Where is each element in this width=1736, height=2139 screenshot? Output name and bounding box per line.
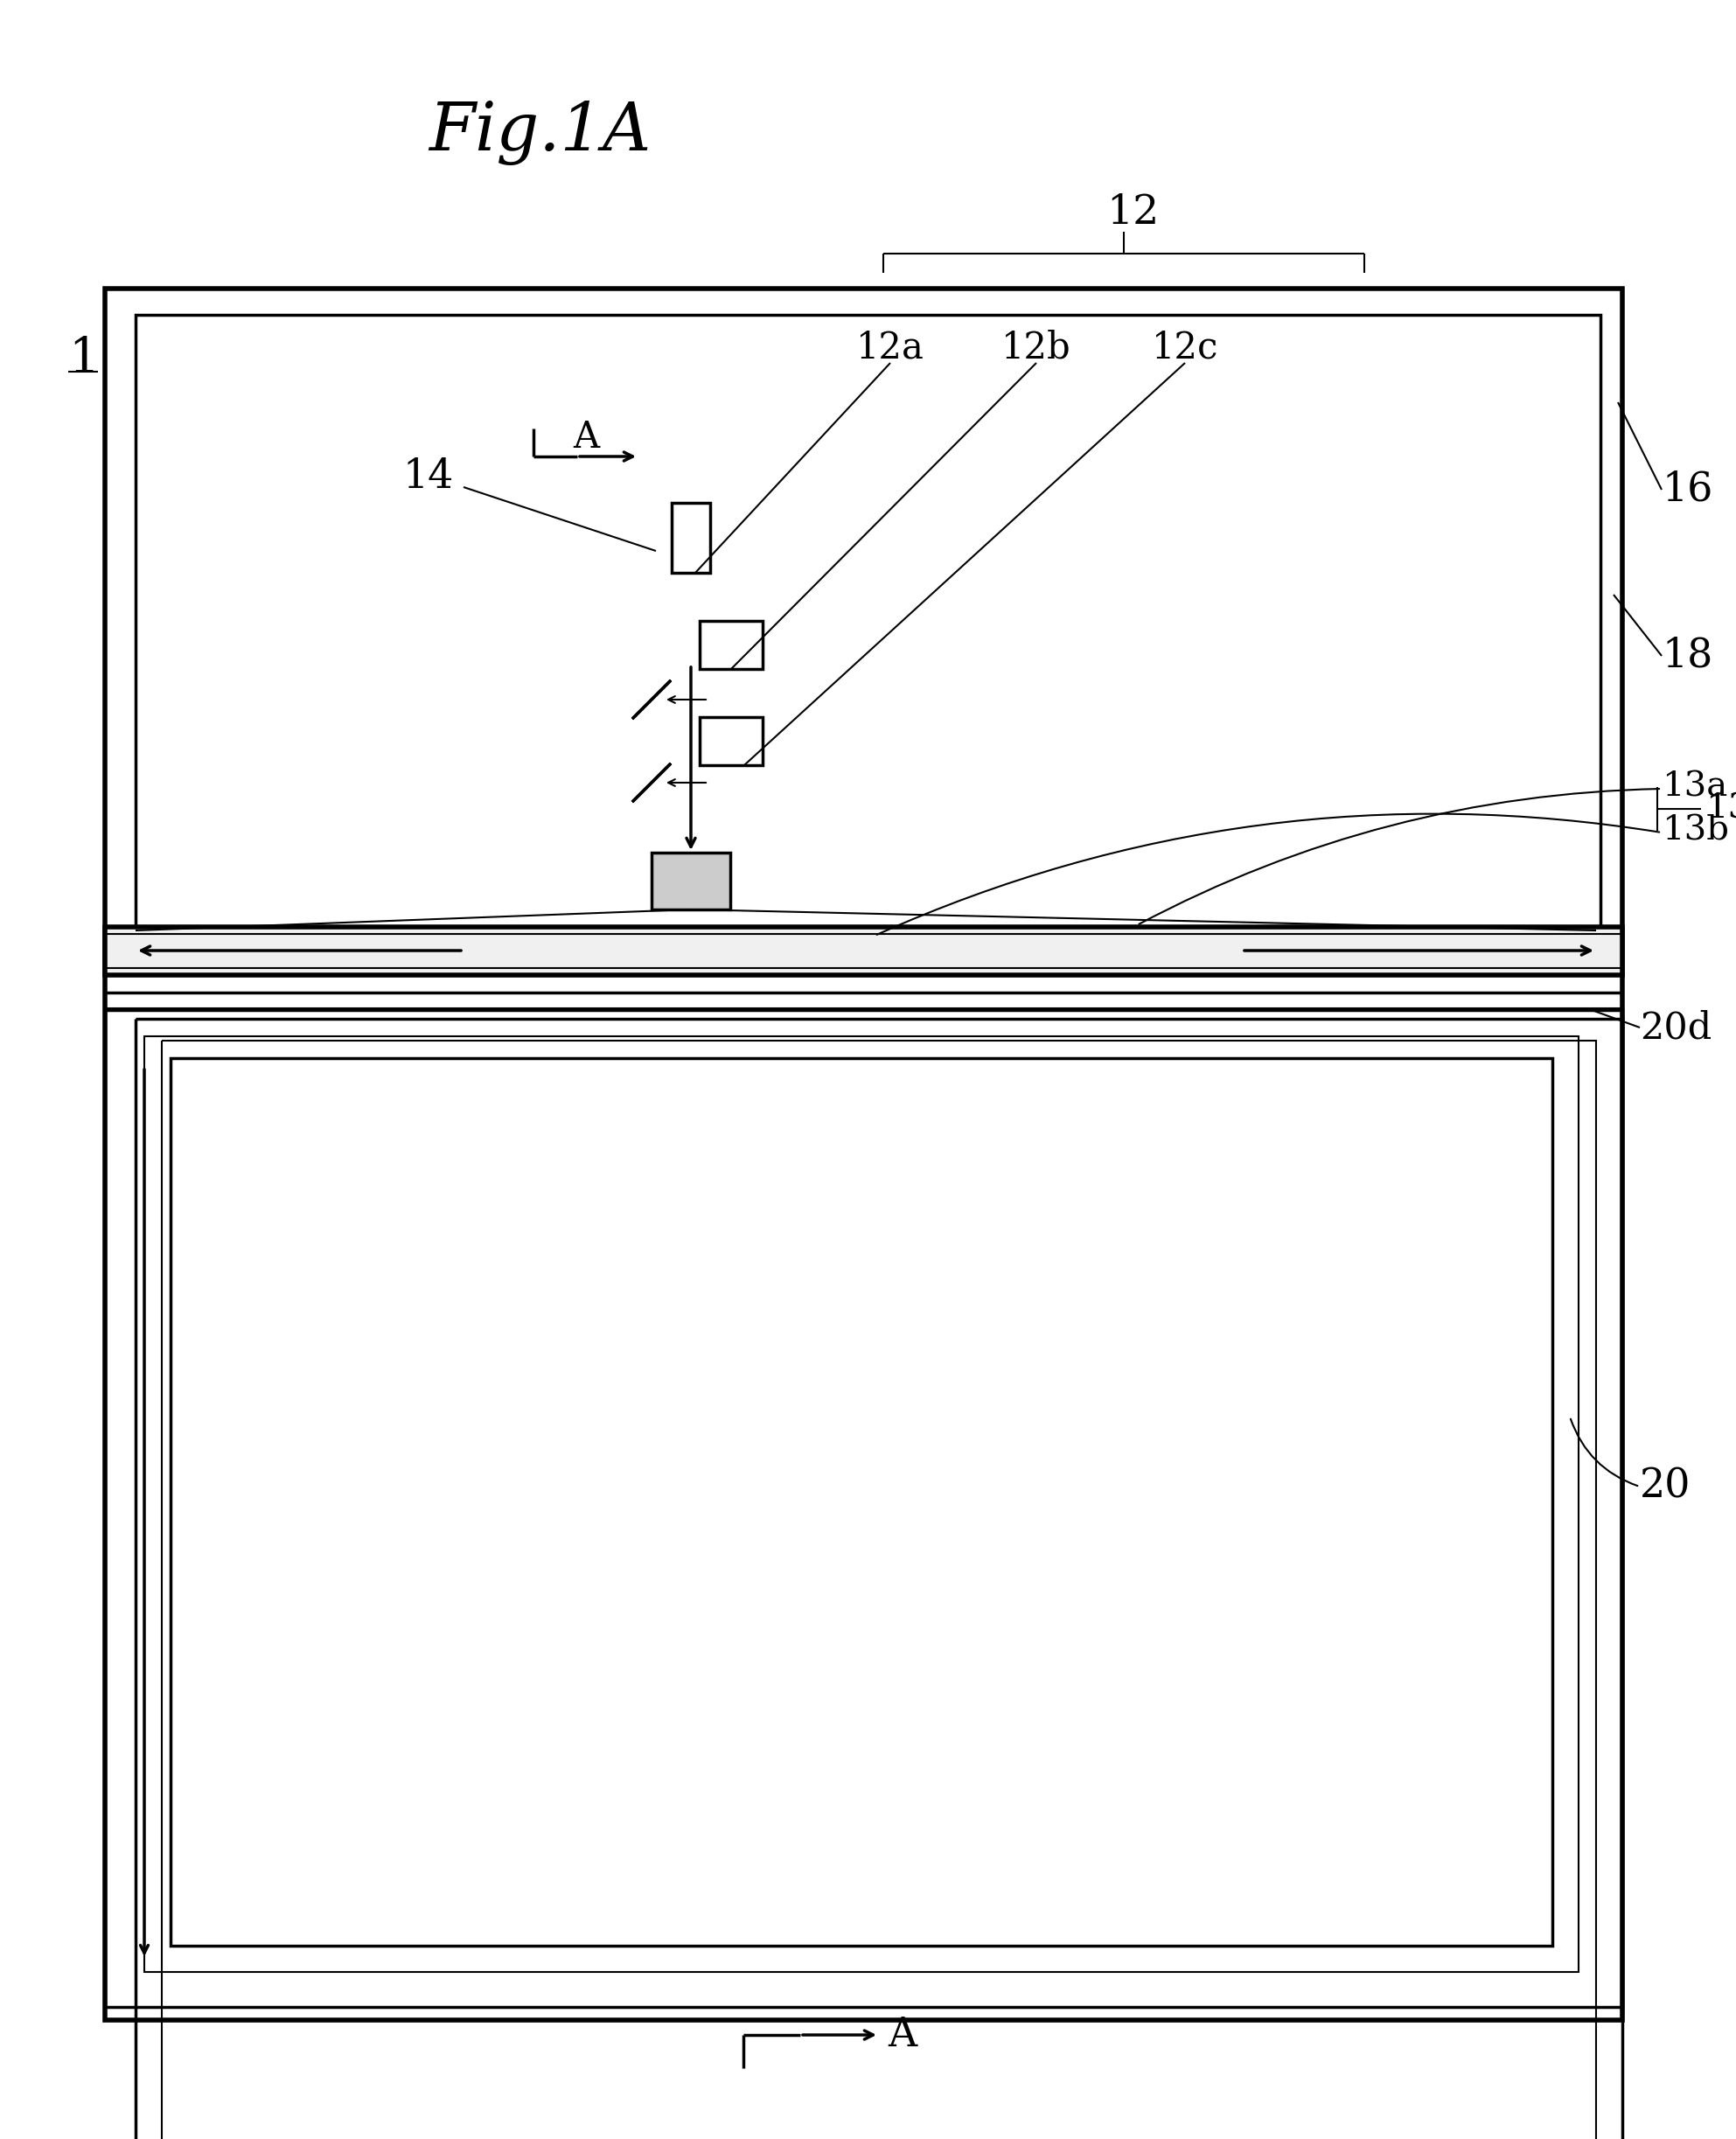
Text: Fig.1A: Fig.1A bbox=[429, 101, 651, 165]
Text: 1: 1 bbox=[68, 334, 99, 383]
Text: 18: 18 bbox=[1661, 635, 1713, 676]
Text: 12c: 12c bbox=[1151, 329, 1219, 366]
Text: 12b: 12b bbox=[1002, 329, 1071, 366]
Text: 13a: 13a bbox=[1661, 770, 1727, 804]
Bar bbox=[170, 1059, 1552, 1946]
Bar bbox=[161, 1042, 1595, 2139]
Text: 13b: 13b bbox=[1661, 815, 1729, 847]
Text: 12a: 12a bbox=[856, 329, 924, 366]
Bar bbox=[144, 1035, 1578, 1972]
Text: A: A bbox=[887, 2015, 917, 2056]
Polygon shape bbox=[632, 764, 670, 802]
Text: 20: 20 bbox=[1641, 1467, 1691, 1506]
Bar bbox=[104, 289, 1623, 2019]
Text: 20d: 20d bbox=[1641, 1010, 1712, 1046]
Polygon shape bbox=[632, 680, 670, 719]
Bar bbox=[135, 1018, 1623, 2139]
Text: 16: 16 bbox=[1661, 471, 1713, 509]
Bar bbox=[700, 717, 762, 766]
Bar bbox=[104, 926, 1623, 975]
Text: 14: 14 bbox=[403, 458, 455, 496]
Text: 13: 13 bbox=[1705, 794, 1736, 826]
Text: A: A bbox=[573, 419, 599, 456]
Bar bbox=[672, 503, 710, 573]
Bar bbox=[651, 853, 731, 909]
Bar bbox=[104, 1010, 1623, 2006]
Bar bbox=[135, 314, 1601, 926]
Text: 12: 12 bbox=[1106, 193, 1160, 233]
Bar bbox=[700, 620, 762, 670]
